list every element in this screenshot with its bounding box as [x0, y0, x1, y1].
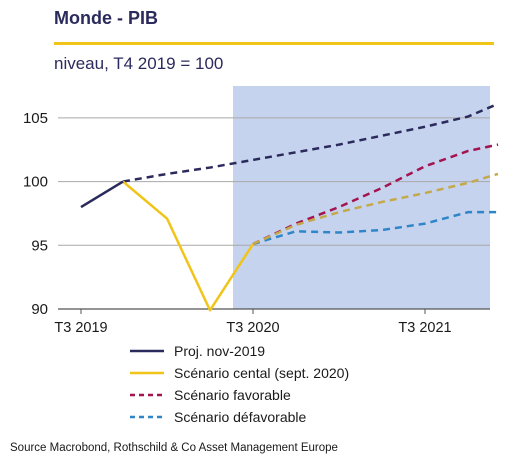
series-3-dashed-line: [252, 210, 498, 246]
legend-label: Proj. nov-2019: [174, 343, 266, 359]
series-0-dashed-line: [122, 102, 499, 183]
series-1-solid-line: [122, 180, 255, 312]
legend-item-scenario-central: Scénario cental (sept. 2020): [130, 362, 349, 384]
line-chart: 90 95 100 105 T3 2019 T3 2020 T3 2021: [23, 86, 499, 336]
source-note: Source Macrobond, Rothschild & Co Asset …: [10, 442, 338, 454]
series-1-dashed-line: [252, 172, 499, 246]
legend-swatch-icon: [130, 393, 164, 397]
legend-swatch-icon: [130, 349, 164, 353]
y-tick-label: 95: [31, 237, 48, 254]
legend-label: Scénario défavorable: [174, 409, 307, 425]
legend-swatch-icon: [130, 371, 164, 375]
y-tick-label: 90: [31, 301, 48, 318]
legend-label: Scénario favorable: [174, 387, 291, 403]
legend-label: Scénario cental (sept. 2020): [174, 365, 350, 381]
chart-subtitle: niveau, T4 2019 = 100: [54, 54, 224, 73]
legend-item-scenario-favorable: Scénario favorable: [130, 384, 349, 406]
legend-item-scenario-defavorable: Scénario défavorable: [130, 406, 349, 428]
chart-title: Monde - PIB: [54, 8, 158, 28]
series-0-solid-line: [80, 180, 124, 209]
y-tick-label: 100: [23, 174, 48, 191]
legend-item-proj-nov-2019: Proj. nov-2019: [130, 340, 349, 362]
x-tick-label: T3 2021: [398, 320, 451, 336]
title-rule: [54, 42, 494, 45]
legend-swatch-icon: [130, 415, 164, 419]
series-2-dashed-line: [252, 143, 499, 246]
y-tick-label: 105: [23, 110, 48, 127]
x-tick-label: T3 2020: [226, 320, 279, 336]
x-tick-label: T3 2019: [54, 320, 107, 336]
legend: Proj. nov-2019 Scénario cental (sept. 20…: [130, 340, 349, 428]
forecast-shade: [233, 86, 490, 309]
